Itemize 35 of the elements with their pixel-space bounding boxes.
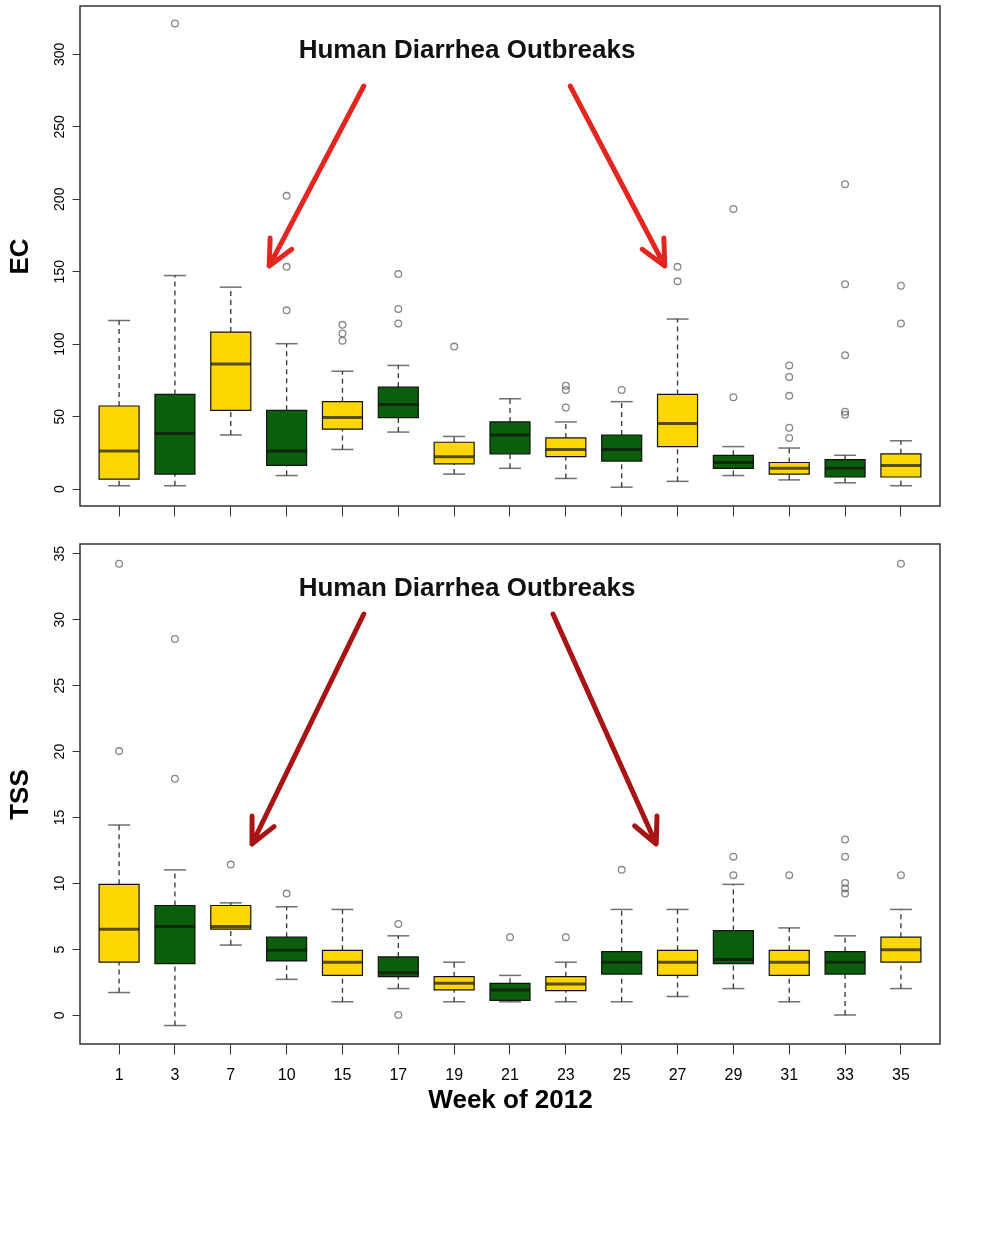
- y-tick-label: 5: [50, 945, 67, 954]
- y-tick-label: 25: [50, 677, 67, 694]
- x-tick-label: 7: [226, 1065, 236, 1083]
- y-tick-label: 300: [50, 42, 67, 67]
- x-tick-label: 31: [780, 1065, 799, 1083]
- y-tick-label: 20: [50, 743, 67, 760]
- x-tick-label: 1: [114, 1065, 124, 1083]
- y-axis-title: TSS: [3, 769, 34, 820]
- annotation: Human Diarrhea Outbreaks: [298, 572, 636, 602]
- y-tick-label: 0: [50, 1011, 67, 1020]
- y-tick-label: 35: [50, 545, 67, 562]
- x-tick-label: 35: [892, 1065, 910, 1083]
- x-tick-label: 33: [836, 1065, 855, 1083]
- x-tick-label: 15: [333, 1065, 352, 1083]
- x-tick-label: 3: [170, 1065, 180, 1083]
- x-tick-label: 27: [668, 1065, 687, 1083]
- y-tick-label: 0: [50, 485, 67, 494]
- y-axis-title: EC: [3, 238, 34, 275]
- y-tick-label: 250: [50, 114, 67, 139]
- x-tick-label: 10: [277, 1065, 296, 1083]
- x-tick-label: 17: [389, 1065, 408, 1083]
- y-tick-label: 50: [50, 408, 67, 425]
- y-tick-label: 100: [50, 332, 67, 356]
- y-tick-label: 10: [50, 875, 67, 892]
- y-tick-label: 15: [50, 809, 67, 826]
- annotation: Human Diarrhea Outbreaks: [298, 34, 636, 64]
- y-tick-label: 150: [50, 259, 67, 284]
- x-tick-label: 29: [724, 1065, 743, 1083]
- x-tick-label: 23: [556, 1065, 575, 1083]
- y-tick-label: 30: [50, 611, 67, 628]
- x-tick-label: 25: [612, 1065, 631, 1083]
- x-tick-label: 21: [501, 1065, 519, 1083]
- y-tick-label: 200: [50, 187, 67, 211]
- x-axis-title: Week of 2012: [428, 1083, 593, 1114]
- x-tick-label: 19: [445, 1065, 464, 1083]
